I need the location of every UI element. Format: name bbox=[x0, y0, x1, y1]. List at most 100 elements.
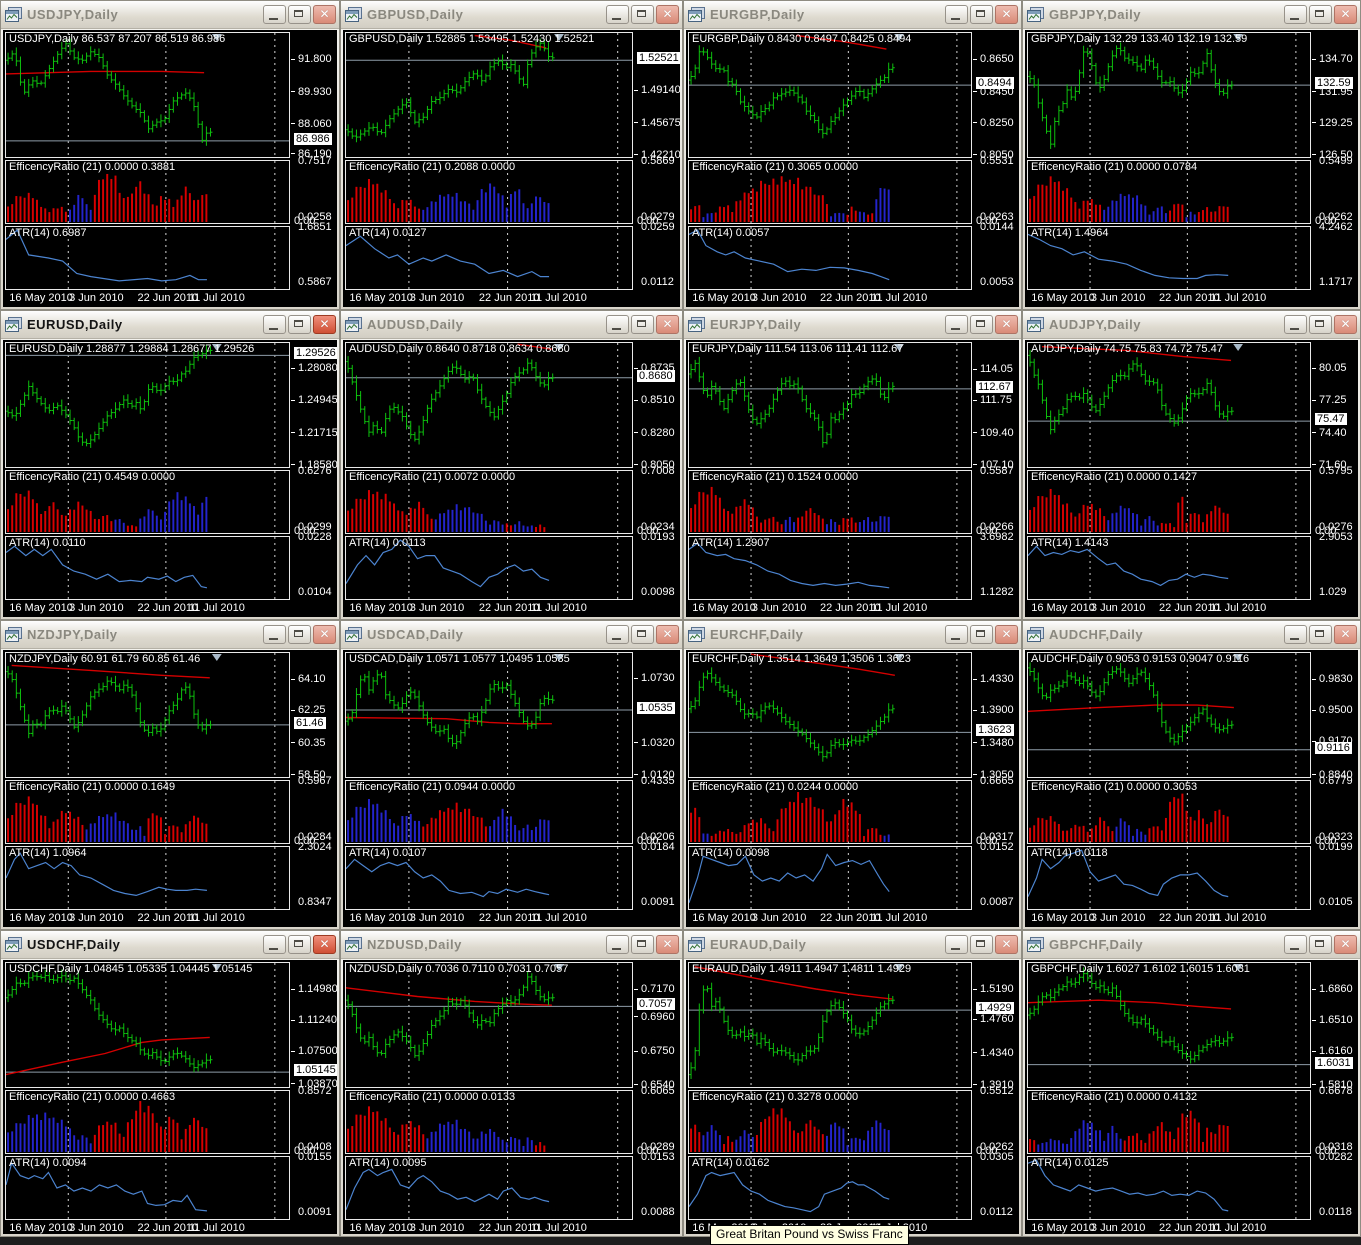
chart-window-icon[interactable] bbox=[345, 7, 362, 22]
price-chart-panel[interactable]: USDJPY,Daily 86.537 87.207 86.519 86.986 bbox=[5, 32, 290, 158]
close-button[interactable]: ✕ bbox=[656, 5, 679, 24]
efficiency-ratio-panel[interactable]: EfficencyRatio (21) 0.0000 0.4132 bbox=[1027, 1090, 1311, 1154]
price-scale[interactable]: 0.7170 0.6960 0.6750 0.6540 0.7057 0.6065 0.02… bbox=[634, 960, 680, 1234]
atr-panel[interactable]: ATR(14) 1.2907 bbox=[688, 536, 972, 600]
price-scale[interactable]: 114.05 111.75 109.40 107.10 112.67 0.5587 0.02… bbox=[973, 340, 1019, 617]
chart-window-icon[interactable] bbox=[345, 317, 362, 332]
minimize-button[interactable] bbox=[1284, 625, 1307, 644]
atr-panel[interactable]: ATR(14) 1.0964 bbox=[5, 846, 290, 910]
chart-window-icon[interactable] bbox=[1027, 627, 1044, 642]
efficiency-ratio-panel[interactable]: EfficencyRatio (21) 0.0072 0.0000 bbox=[345, 470, 633, 534]
price-chart-panel[interactable]: EURGBP,Daily 0.8430 0.8497 0.8425 0.8494 bbox=[688, 32, 972, 158]
close-button[interactable]: ✕ bbox=[656, 625, 679, 644]
minimize-button[interactable] bbox=[263, 625, 286, 644]
efficiency-ratio-panel[interactable]: EfficencyRatio (21) 0.0000 0.0784 bbox=[1027, 160, 1311, 224]
window-titlebar[interactable]: USDJPY,Daily ✕ bbox=[1, 1, 339, 29]
price-chart-panel[interactable]: NZDJPY,Daily 60.91 61.79 60.85 61.46 bbox=[5, 652, 290, 778]
efficiency-ratio-panel[interactable]: EfficencyRatio (21) 0.0000 0.0133 bbox=[345, 1090, 633, 1154]
maximize-button[interactable] bbox=[970, 5, 993, 24]
efficiency-ratio-panel[interactable]: EfficencyRatio (21) 0.3278 0.0000 bbox=[688, 1090, 972, 1154]
efficiency-ratio-panel[interactable]: EfficencyRatio (21) 0.4549 0.0000 bbox=[5, 470, 290, 534]
chart-window-icon[interactable] bbox=[1027, 7, 1044, 22]
price-chart-panel[interactable]: NZDUSD,Daily 0.7036 0.7110 0.7031 0.7057 bbox=[345, 962, 633, 1088]
atr-panel[interactable]: ATR(14) 0.0127 bbox=[345, 226, 633, 290]
close-button[interactable]: ✕ bbox=[1334, 315, 1357, 334]
maximize-button[interactable] bbox=[970, 935, 993, 954]
maximize-button[interactable] bbox=[970, 625, 993, 644]
close-button[interactable]: ✕ bbox=[995, 625, 1018, 644]
chart-window-icon[interactable] bbox=[5, 7, 22, 22]
price-chart-panel[interactable]: AUDCHF,Daily 0.9053 0.9153 0.9047 0.9116 bbox=[1027, 652, 1311, 778]
atr-panel[interactable]: ATR(14) 1.4964 bbox=[1027, 226, 1311, 290]
minimize-button[interactable] bbox=[263, 315, 286, 334]
price-chart-panel[interactable]: EURJPY,Daily 111.54 113.06 111.41 112.67 bbox=[688, 342, 972, 468]
atr-panel[interactable]: ATR(14) 0.6987 bbox=[5, 226, 290, 290]
price-chart-panel[interactable]: GBPJPY,Daily 132.29 133.40 132.19 132.59 bbox=[1027, 32, 1311, 158]
price-scale[interactable]: 1.49140 1.45675 1.42210 1.52521 0.5869 0.0279… bbox=[634, 30, 680, 307]
maximize-button[interactable] bbox=[288, 5, 311, 24]
price-chart-panel[interactable]: GBPUSD,Daily 1.52885 1.53495 1.52430 1.5… bbox=[345, 32, 633, 158]
efficiency-ratio-panel[interactable]: EfficencyRatio (21) 0.0244 0.0000 bbox=[688, 780, 972, 844]
price-scale[interactable]: 0.8650 0.8450 0.8250 0.8050 0.8494 0.5531 0.02… bbox=[973, 30, 1019, 307]
maximize-button[interactable] bbox=[631, 5, 654, 24]
window-titlebar[interactable]: AUDCHF,Daily ✕ bbox=[1023, 621, 1360, 649]
chart-window-icon[interactable] bbox=[345, 627, 362, 642]
chart-window-icon[interactable] bbox=[1027, 937, 1044, 952]
chart-window-icon[interactable] bbox=[688, 627, 705, 642]
price-scale[interactable]: 1.14980 1.11240 1.07500 1.03870 1.05145 0.857… bbox=[291, 960, 337, 1234]
maximize-button[interactable] bbox=[631, 935, 654, 954]
minimize-button[interactable] bbox=[606, 5, 629, 24]
maximize-button[interactable] bbox=[1309, 315, 1332, 334]
maximize-button[interactable] bbox=[1309, 5, 1332, 24]
minimize-button[interactable] bbox=[1284, 5, 1307, 24]
close-button[interactable]: ✕ bbox=[1334, 625, 1357, 644]
atr-panel[interactable]: ATR(14) 0.0095 bbox=[345, 1156, 633, 1220]
window-titlebar[interactable]: USDCAD,Daily ✕ bbox=[341, 621, 682, 649]
price-scale[interactable]: 64.10 62.25 60.35 58.50 61.46 0.5967 0.0284 0.0… bbox=[291, 650, 337, 927]
window-titlebar[interactable]: NZDJPY,Daily ✕ bbox=[1, 621, 339, 649]
minimize-button[interactable] bbox=[945, 625, 968, 644]
close-button[interactable]: ✕ bbox=[656, 315, 679, 334]
efficiency-ratio-panel[interactable]: EfficencyRatio (21) 0.3065 0.0000 bbox=[688, 160, 972, 224]
atr-panel[interactable]: ATR(14) 0.0107 bbox=[345, 846, 633, 910]
chart-window-icon[interactable] bbox=[345, 937, 362, 952]
window-titlebar[interactable]: AUDUSD,Daily ✕ bbox=[341, 311, 682, 339]
close-button[interactable]: ✕ bbox=[995, 5, 1018, 24]
price-scale[interactable]: 0.98300.95000.91700.88400.91160.67790.03… bbox=[1312, 650, 1358, 927]
atr-panel[interactable]: ATR(14) 0.0057 bbox=[688, 226, 972, 290]
atr-panel[interactable]: ATR(14) 0.0113 bbox=[345, 536, 633, 600]
maximize-button[interactable] bbox=[1309, 935, 1332, 954]
maximize-button[interactable] bbox=[1309, 625, 1332, 644]
atr-panel[interactable]: ATR(14) 0.0094 bbox=[5, 1156, 290, 1220]
minimize-button[interactable] bbox=[945, 5, 968, 24]
chart-window-icon[interactable] bbox=[688, 7, 705, 22]
price-chart-panel[interactable]: AUDUSD,Daily 0.8640 0.8718 0.8634 0.8680 bbox=[345, 342, 633, 468]
chart-window-icon[interactable] bbox=[5, 937, 22, 952]
efficiency-ratio-panel[interactable]: EfficencyRatio (21) 0.0000 0.1649 bbox=[5, 780, 290, 844]
window-titlebar[interactable]: EURAUD,Daily ✕ bbox=[684, 931, 1021, 959]
close-button[interactable]: ✕ bbox=[313, 5, 336, 24]
atr-panel[interactable]: ATR(14) 0.0162 bbox=[688, 1156, 972, 1220]
chart-window-icon[interactable] bbox=[5, 627, 22, 642]
minimize-button[interactable] bbox=[606, 625, 629, 644]
price-scale[interactable]: 1.5190 1.4760 1.4340 1.3910 1.4929 0.5512 0.02… bbox=[973, 960, 1019, 1234]
efficiency-ratio-panel[interactable]: EfficencyRatio (21) 0.0000 0.1427 bbox=[1027, 470, 1311, 534]
price-scale[interactable]: 1.0730 1.0320 1.0120 1.0535 0.4335 0.0206 0.00… bbox=[634, 650, 680, 927]
price-scale[interactable]: 0.8735 0.8510 0.8280 0.8050 0.8680 0.7008 0.02… bbox=[634, 340, 680, 617]
price-scale[interactable]: 1.4330 1.3900 1.3480 1.3050 1.3623 0.6665 0.03… bbox=[973, 650, 1019, 927]
minimize-button[interactable] bbox=[945, 935, 968, 954]
maximize-button[interactable] bbox=[631, 315, 654, 334]
close-button[interactable]: ✕ bbox=[313, 315, 336, 334]
price-scale[interactable]: 134.70 131.95 129.25 126.50 132.59 0.5499 0.02… bbox=[1312, 30, 1358, 307]
